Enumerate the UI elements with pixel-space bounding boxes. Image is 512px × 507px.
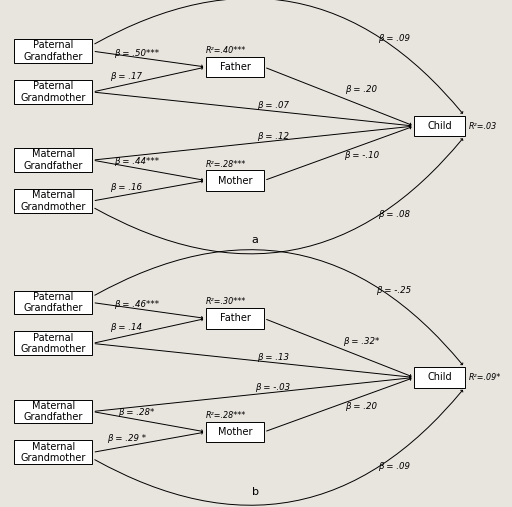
Text: Child: Child — [427, 373, 452, 382]
Text: R²=.30***: R²=.30*** — [206, 298, 246, 306]
FancyBboxPatch shape — [14, 332, 92, 355]
Text: β = -.10: β = -.10 — [344, 151, 379, 160]
Text: Maternal
Grandmother: Maternal Grandmother — [20, 190, 86, 212]
Text: R²=.03: R²=.03 — [468, 122, 497, 131]
FancyBboxPatch shape — [206, 170, 264, 191]
Text: Maternal
Grandfather: Maternal Grandfather — [24, 150, 83, 171]
Text: Maternal
Grandfather: Maternal Grandfather — [24, 401, 83, 422]
FancyBboxPatch shape — [14, 441, 92, 464]
Text: β = .09: β = .09 — [378, 34, 410, 43]
Text: Father: Father — [220, 62, 250, 72]
Text: Paternal
Grandfather: Paternal Grandfather — [24, 41, 83, 62]
Text: Maternal
Grandmother: Maternal Grandmother — [20, 442, 86, 463]
Text: β = .28*: β = .28* — [118, 408, 155, 417]
Text: b: b — [252, 487, 259, 497]
FancyBboxPatch shape — [14, 80, 92, 104]
Text: β = .20: β = .20 — [345, 85, 377, 94]
FancyBboxPatch shape — [14, 291, 92, 314]
FancyBboxPatch shape — [206, 308, 264, 329]
Text: β = -.03: β = -.03 — [255, 383, 290, 392]
Text: β = .32*: β = .32* — [343, 337, 379, 346]
Text: Mother: Mother — [218, 427, 252, 437]
FancyBboxPatch shape — [14, 189, 92, 213]
FancyBboxPatch shape — [14, 400, 92, 423]
Text: β = .13: β = .13 — [257, 352, 289, 361]
Text: R²=.28***: R²=.28*** — [206, 411, 246, 420]
Text: β = .29 *: β = .29 * — [107, 434, 146, 443]
Text: Mother: Mother — [218, 175, 252, 186]
Text: β = .20: β = .20 — [345, 403, 377, 412]
FancyBboxPatch shape — [414, 116, 464, 136]
Text: a: a — [252, 235, 259, 245]
Text: β = .50***: β = .50*** — [114, 49, 159, 58]
FancyBboxPatch shape — [14, 39, 92, 63]
Text: β = .08: β = .08 — [378, 210, 410, 219]
Text: R²=.28***: R²=.28*** — [206, 160, 246, 168]
Text: β = .07: β = .07 — [257, 101, 289, 110]
Text: β = .17: β = .17 — [111, 71, 142, 81]
Text: Child: Child — [427, 121, 452, 131]
Text: β = .12: β = .12 — [257, 132, 289, 141]
Text: Paternal
Grandmother: Paternal Grandmother — [20, 81, 86, 103]
Text: R²=.09*: R²=.09* — [468, 373, 501, 382]
FancyBboxPatch shape — [14, 148, 92, 172]
Text: β = .44***: β = .44*** — [114, 157, 159, 166]
Text: Father: Father — [220, 313, 250, 323]
FancyBboxPatch shape — [206, 422, 264, 442]
FancyBboxPatch shape — [206, 57, 264, 77]
Text: R²=.40***: R²=.40*** — [206, 46, 246, 55]
Text: β = .14: β = .14 — [111, 323, 142, 332]
Text: Paternal
Grandfather: Paternal Grandfather — [24, 292, 83, 313]
Text: β = -.25: β = -.25 — [376, 285, 412, 295]
Text: Paternal
Grandmother: Paternal Grandmother — [20, 333, 86, 354]
Text: β = .16: β = .16 — [111, 183, 142, 192]
Text: β = .46***: β = .46*** — [114, 300, 159, 309]
FancyBboxPatch shape — [414, 367, 464, 388]
Text: β = .09: β = .09 — [378, 461, 410, 470]
